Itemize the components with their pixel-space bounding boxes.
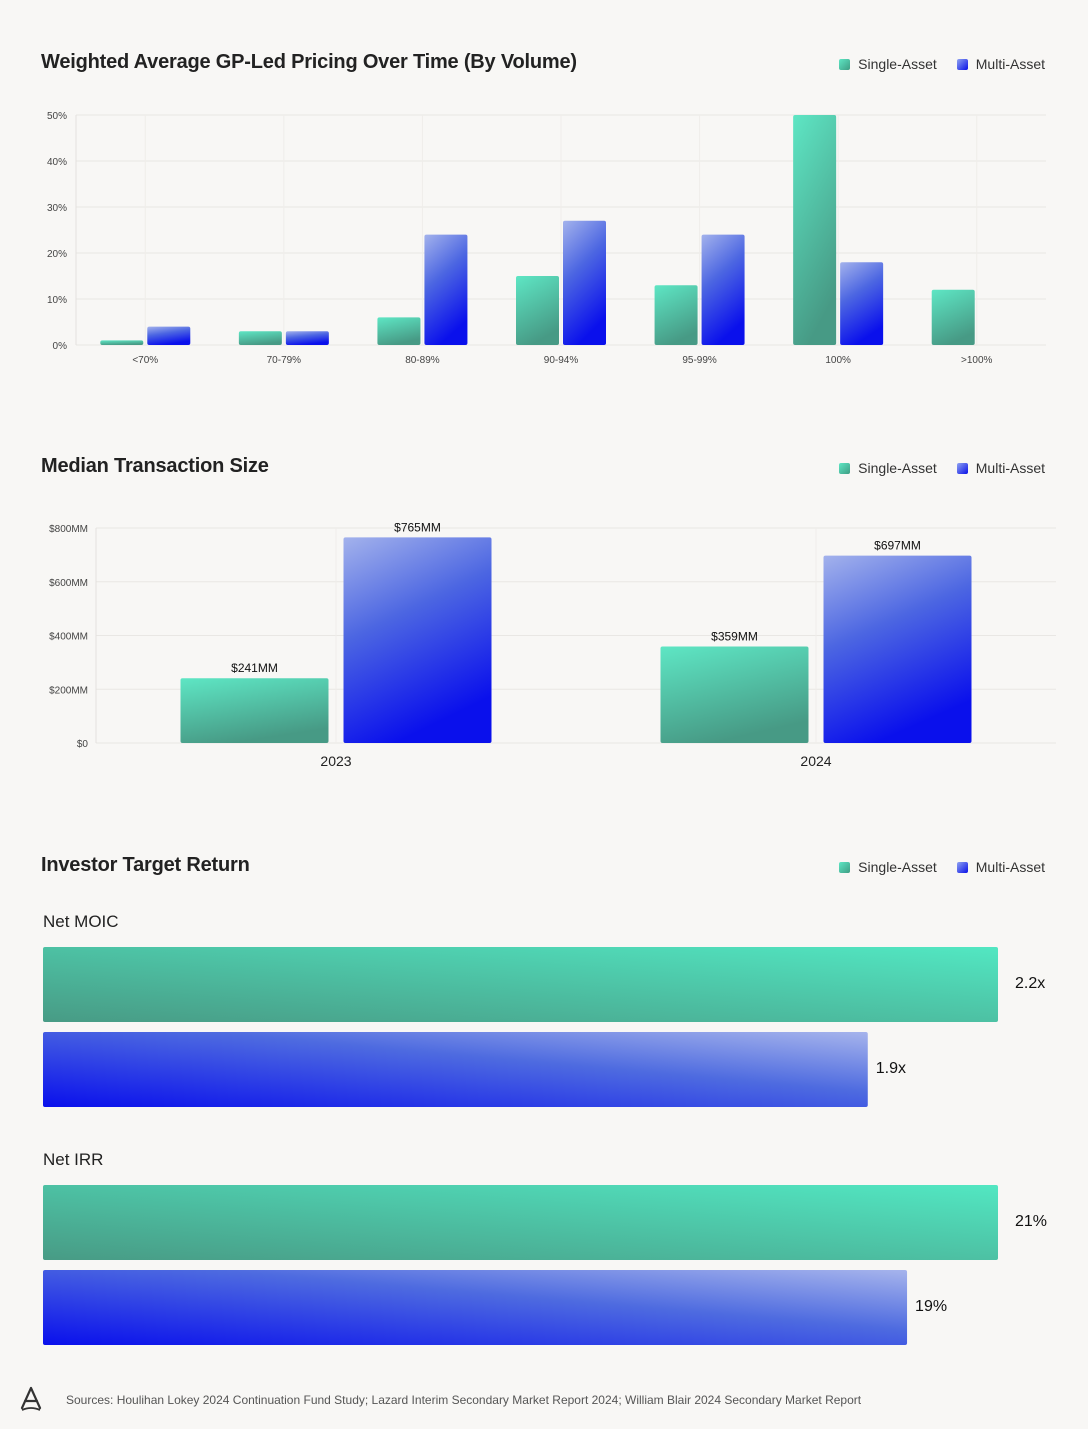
target-return-legend: Single-Asset Multi-Asset	[839, 859, 1045, 875]
net-irr-label: Net IRR	[43, 1150, 104, 1169]
legend-multi-label: Multi-Asset	[975, 56, 1045, 72]
y-tick-label: $400MM	[49, 632, 88, 643]
y-tick-label: 40%	[47, 157, 67, 168]
pricing-legend: Single-Asset Multi-Asset	[839, 56, 1045, 72]
multi-asset-swatch	[956, 58, 968, 70]
target-return-title: Investor Target Return	[41, 854, 250, 876]
single-asset-hbar	[43, 1185, 998, 1260]
single-asset-swatch	[839, 58, 851, 70]
net-moic-multi-value: 1.9x	[875, 1060, 907, 1077]
legend-multi-asset: Multi-Asset	[956, 460, 1045, 476]
y-tick-label: 10%	[47, 295, 67, 306]
multi-asset-hbar	[43, 1270, 908, 1345]
net-irr-single-value: 21%	[1015, 1213, 1048, 1230]
pricing-chart-title: Weighted Average GP-Led Pricing Over Tim…	[41, 51, 577, 73]
legend-single-label: Single-Asset	[858, 859, 937, 875]
x-tick-label: 2023	[320, 753, 351, 769]
single-asset-bar	[100, 340, 144, 345]
multi-asset-swatch	[956, 462, 968, 474]
legend-single-asset: Single-Asset	[839, 56, 937, 72]
multi-asset-bar	[147, 326, 191, 345]
x-tick-label: <70%	[132, 355, 158, 366]
single-asset-bar	[180, 678, 329, 743]
y-tick-label: 30%	[47, 203, 67, 214]
single-asset-bar	[516, 276, 559, 345]
brand-logo-icon	[20, 1386, 42, 1411]
legend-single-asset: Single-Asset	[839, 859, 937, 875]
y-tick-label: $200MM	[49, 685, 88, 696]
legend-single-label: Single-Asset	[858, 460, 937, 476]
y-tick-label: $800MM	[49, 524, 88, 535]
x-tick-label: 95-99%	[682, 355, 717, 366]
transaction-size-section: Median Transaction Size Single-Asset Mul…	[0, 400, 1088, 800]
single-asset-bar	[931, 289, 975, 345]
x-tick-label: >100%	[961, 355, 993, 366]
data-label: $765MM	[394, 520, 441, 534]
multi-asset-hbar	[43, 1032, 868, 1107]
transaction-size-chart: $0 $200MM $400MM $600MM $800MM 2023 $241MM $765…	[49, 520, 1056, 769]
legend-multi-label: Multi-Asset	[975, 460, 1045, 476]
transaction-legend: Single-Asset Multi-Asset	[839, 460, 1045, 476]
legend-multi-label: Multi-Asset	[975, 859, 1045, 875]
x-tick-label: 90-94%	[544, 355, 579, 366]
data-label: $359MM	[711, 630, 758, 644]
multi-asset-bar	[563, 220, 606, 345]
single-asset-hbar	[43, 947, 998, 1022]
legend-single-label: Single-Asset	[858, 56, 937, 72]
data-label: $241MM	[231, 661, 278, 675]
net-irr-multi-value: 19%	[915, 1298, 948, 1315]
multi-asset-bar	[701, 234, 745, 345]
single-asset-bar	[238, 331, 282, 345]
y-tick-label: 50%	[47, 111, 67, 122]
pricing-chart: 0% 10% 20% 30% 40% 50% <70% 70-79% 80-89% 90-94% 9…	[47, 111, 1046, 366]
sources-footnote: Sources: Houlihan Lokey 2024 Continuatio…	[66, 1393, 862, 1407]
multi-asset-bar	[285, 331, 329, 345]
multi-asset-swatch	[956, 861, 968, 873]
net-moic-label: Net MOIC	[43, 912, 119, 931]
net-irr-bars	[43, 1185, 998, 1345]
multi-asset-bar	[823, 555, 972, 743]
single-asset-bar	[377, 317, 421, 345]
single-asset-bar	[654, 285, 698, 345]
x-tick-label: 70-79%	[267, 355, 302, 366]
multi-asset-bar	[424, 234, 468, 345]
net-moic-single-value: 2.2x	[1015, 975, 1046, 992]
multi-asset-bar	[840, 262, 884, 345]
single-asset-swatch	[839, 861, 851, 873]
data-label: $697MM	[874, 539, 921, 553]
y-tick-label: 20%	[47, 249, 67, 260]
y-tick-label: $0	[77, 739, 89, 750]
legend-single-asset: Single-Asset	[839, 460, 937, 476]
legend-multi-asset: Multi-Asset	[956, 859, 1045, 875]
multi-asset-bar	[343, 537, 492, 743]
pricing-section: Weighted Average GP-Led Pricing Over Tim…	[0, 0, 1088, 400]
target-return-section: Investor Target Return Single-Asset Mult…	[0, 800, 1088, 1370]
y-tick-label: 0%	[53, 341, 68, 352]
legend-multi-asset: Multi-Asset	[956, 56, 1045, 72]
net-moic-bars	[43, 947, 998, 1107]
single-asset-bar	[660, 646, 809, 743]
transaction-chart-title: Median Transaction Size	[41, 455, 269, 477]
y-tick-label: $600MM	[49, 578, 88, 589]
single-asset-bar	[793, 115, 837, 345]
x-tick-label: 100%	[825, 355, 851, 366]
single-asset-swatch	[839, 462, 851, 474]
x-tick-label: 80-89%	[405, 355, 440, 366]
x-tick-label: 2024	[800, 753, 831, 769]
